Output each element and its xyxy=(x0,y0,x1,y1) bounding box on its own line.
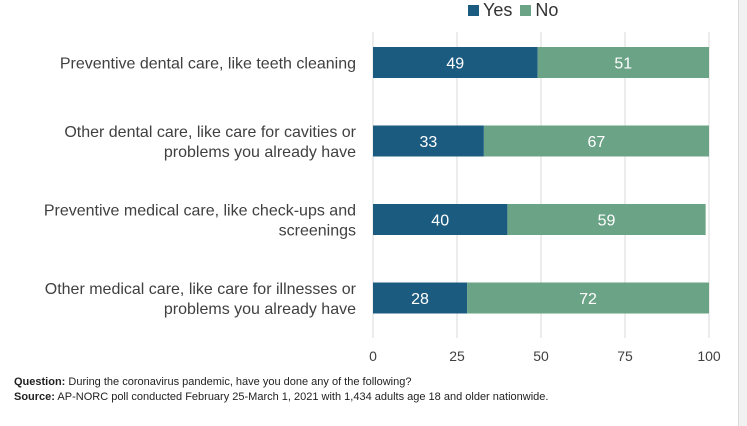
category-label: problems you already have xyxy=(164,301,356,318)
bar-yes xyxy=(373,125,484,157)
category-label: Preventive medical care, like check-ups … xyxy=(44,203,356,220)
bar-value-label: 59 xyxy=(598,213,616,230)
legend: Yes No xyxy=(468,0,566,21)
legend-swatch-no xyxy=(520,5,532,16)
bar-no xyxy=(467,282,709,314)
x-tick-label: 25 xyxy=(449,348,465,364)
question-label: Question: xyxy=(14,376,66,388)
category-label: screenings xyxy=(279,223,356,240)
bar-no xyxy=(537,47,709,78)
bar-value-label: 51 xyxy=(614,56,632,73)
right-border xyxy=(738,0,747,426)
x-tick-label: 75 xyxy=(617,348,633,364)
bar-yes xyxy=(373,204,508,235)
x-tick-label: 100 xyxy=(697,348,721,364)
bar-value-label: 40 xyxy=(431,213,449,230)
bar-no xyxy=(483,125,709,157)
bar-chart: 0 25 50 75 100 Preventive dental care, like t… xyxy=(44,32,721,364)
bar-yes xyxy=(373,282,468,314)
category-label: problems you already have xyxy=(164,144,356,161)
source-label: Source: xyxy=(14,391,55,403)
legend-swatch-yes xyxy=(468,5,479,16)
x-tick-label: 0 xyxy=(369,348,377,364)
source-text: AP-NORC poll conducted February 25-March… xyxy=(54,391,549,403)
bar-yes xyxy=(373,47,538,78)
legend-label-no: No xyxy=(535,0,559,20)
bar-value-label: 72 xyxy=(579,291,597,308)
source-line: Source: AP-NORC poll conducted February … xyxy=(14,390,548,405)
bar-value-label: 28 xyxy=(411,291,429,308)
bar-no xyxy=(507,204,706,235)
bar-value-label: 49 xyxy=(446,56,464,73)
legend-label-yes: Yes xyxy=(483,0,513,20)
chart-footer: Question: During the coronavirus pandemi… xyxy=(14,375,548,405)
x-tick-label: 50 xyxy=(533,348,549,364)
category-label: Preventive dental care, like teeth clean… xyxy=(60,56,356,73)
legend-item-no: No xyxy=(520,0,558,21)
question-text: During the coronavirus pandemic, have yo… xyxy=(65,376,412,388)
category-label: Other dental care, like care for cavitie… xyxy=(64,124,356,141)
question-line: Question: During the coronavirus pandemi… xyxy=(14,375,548,390)
category-label: Other medical care, like care for illnes… xyxy=(45,281,357,298)
bar-value-label: 67 xyxy=(588,134,606,151)
legend-item-yes: Yes xyxy=(468,0,512,21)
bar-value-label: 33 xyxy=(420,134,438,151)
